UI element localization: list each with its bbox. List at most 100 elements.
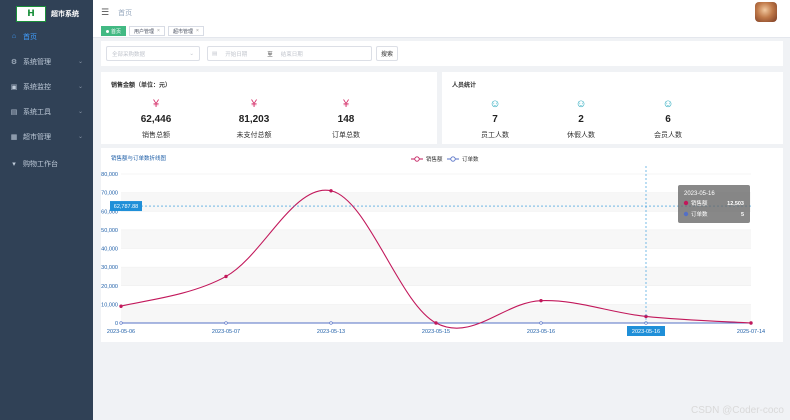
legend-label[interactable]: 销售额 <box>426 155 443 163</box>
data-point-orders[interactable] <box>224 321 228 325</box>
stat-staff-count: ☺ 7 员工人数 <box>455 98 535 140</box>
close-icon[interactable]: × <box>195 28 199 34</box>
stat-label: 会员人数 <box>654 132 682 139</box>
avatar[interactable] <box>755 2 777 22</box>
logo-area[interactable]: H 超市系统 <box>0 0 93 28</box>
tooltip-series-name: 订单数 <box>691 210 708 218</box>
legend-marker[interactable] <box>450 156 456 162</box>
people-card: 人员统计 ☺ 7 员工人数 ☺ 2 休假人数 ☺ 6 会员人数 <box>442 72 783 144</box>
yen-icon: ¥ <box>250 98 258 110</box>
stat-value: 2 <box>578 114 584 125</box>
crosshair-x-badge <box>627 326 665 336</box>
sidebar-item-label: 购物工作台 <box>23 160 58 168</box>
search-button[interactable]: 搜索 <box>376 46 398 61</box>
x-tick-label: 2023-05-07 <box>212 329 240 335</box>
crosshair-x-label: 2023-05-16 <box>632 329 660 335</box>
stat-value: 7 <box>492 114 498 125</box>
line-chart[interactable]: 0 10,000 20,000 30,000 40,000 50,000 60,000 70,… <box>101 148 783 342</box>
home-icon: ⌂ <box>11 33 17 40</box>
sidebar-item-3[interactable]: ▤ 系统工具 ⌄ <box>0 99 93 124</box>
yen-icon: ¥ <box>342 98 350 110</box>
tooltip-marker <box>683 200 689 206</box>
calendar-icon: ▤ <box>212 50 218 57</box>
y-tick-label: 40,000 <box>101 247 118 253</box>
data-type-select[interactable]: 全部采购数据 ⌄ <box>106 46 200 61</box>
y-tick-label: 0 <box>115 321 118 327</box>
stat-label: 订单总数 <box>332 132 360 139</box>
sidebar-item-label: 首页 <box>23 33 37 41</box>
sidebar-item-5[interactable]: ▾ 购物工作台 <box>0 151 93 176</box>
cart-icon: ▾ <box>12 160 16 168</box>
chart-title: 销售额与订单数折线图 <box>111 154 167 162</box>
end-date-input[interactable]: 结束日期 <box>280 51 303 58</box>
tooltip-series-value: 12,503 <box>727 201 744 207</box>
logo-icon: H <box>16 6 46 22</box>
staff-icon: ☺ <box>489 98 501 110</box>
gear-icon: ⚙ <box>10 58 18 66</box>
content-bottom: CSDN @Coder-coco <box>93 342 790 420</box>
tags-view: 首页 用户管理 × 超市管理 × <box>93 25 790 38</box>
stat-value: 148 <box>337 114 355 125</box>
data-point-sales[interactable] <box>119 304 123 308</box>
stat-label: 未支付总额 <box>236 132 272 139</box>
data-point-sales[interactable] <box>749 321 753 325</box>
sidebar-item-label: 系统工具 <box>23 108 51 116</box>
sidebar-item-0[interactable]: ⌂ 首页 <box>0 24 93 49</box>
tag-label: 首页 <box>111 28 122 35</box>
chevron-down-icon: ⌄ <box>77 134 83 140</box>
navbar: ☰ 首页 <box>93 0 790 25</box>
y-tick-label: 20,000 <box>101 284 118 290</box>
data-point-sales[interactable] <box>329 189 333 193</box>
y-tick-label: 80,000 <box>101 172 118 178</box>
data-point-sales[interactable] <box>224 274 228 279</box>
chevron-down-icon: ⌄ <box>77 84 83 90</box>
legend-label[interactable]: 订单数 <box>462 155 479 163</box>
staff-icon: ☺ <box>662 98 674 110</box>
data-point-orders[interactable] <box>329 321 333 325</box>
chevron-down-icon: ⌄ <box>77 59 83 65</box>
crosshair-y-badge <box>110 201 142 212</box>
sidebar-item-4[interactable]: ▦ 超市管理 ⌄ <box>0 124 93 149</box>
app-title: 超市系统 <box>51 11 79 18</box>
y-tick-label: 10,000 <box>101 302 118 308</box>
toolbox-icon: ▤ <box>10 108 18 116</box>
tooltip <box>678 185 750 223</box>
sidebar-item-label: 系统监控 <box>23 83 51 91</box>
grid-band <box>121 267 751 286</box>
stat-value: 6 <box>665 114 671 125</box>
hamburger-menu-icon[interactable]: ☰ <box>101 7 110 17</box>
tag-0[interactable]: 首页 <box>101 26 127 36</box>
grid-band <box>121 304 751 323</box>
chart-card: 0 10,000 20,000 30,000 40,000 50,000 60,000 70,… <box>101 148 783 342</box>
tag-2[interactable]: 超市管理 × <box>167 26 204 36</box>
grid-band <box>121 285 751 305</box>
y-tick-label: 30,000 <box>101 265 118 271</box>
range-separator: 至 <box>267 51 273 58</box>
start-date-input[interactable]: 开始日期 <box>225 51 248 58</box>
stat-leave-count: ☺ 2 休假人数 <box>541 98 621 140</box>
close-icon[interactable]: × <box>157 28 160 34</box>
data-point-sales[interactable] <box>434 321 438 325</box>
search-panel: 全部采购数据 ⌄ ▤ 开始日期 至 结束日期 搜索 <box>101 41 783 66</box>
data-point-orders[interactable] <box>119 321 123 325</box>
staff-icon: ☺ <box>575 98 587 110</box>
legend-marker[interactable] <box>414 156 420 162</box>
breadcrumb[interactable]: 首页 <box>118 9 133 17</box>
grid-band <box>121 192 751 212</box>
sidebar-item-2[interactable]: ▣ 系统监控 ⌄ <box>0 74 93 99</box>
y-tick-label: 70,000 <box>101 191 118 197</box>
x-tick-label: 2023-05-16 <box>527 329 555 335</box>
y-tick-label: 50,000 <box>101 228 118 234</box>
stat-unpaid-total: ¥ 81,203 未支付总额 <box>214 98 294 140</box>
stat-sales-total: ¥ 62,446 销售总额 <box>116 98 196 140</box>
x-tick-label: 2023-05-06 <box>107 329 135 335</box>
yen-icon: ¥ <box>152 98 160 110</box>
date-range-picker[interactable]: ▤ 开始日期 至 结束日期 <box>207 46 372 61</box>
tooltip-series-name: 销售额 <box>691 199 708 207</box>
tag-1[interactable]: 用户管理 × <box>129 26 165 36</box>
x-tick-label: 2023-05-15 <box>422 329 450 335</box>
sidebar-item-1[interactable]: ⚙ 系统管理 ⌄ <box>0 49 93 74</box>
tooltip-title: 2023-05-16 <box>684 191 715 197</box>
data-point-sales[interactable] <box>539 298 543 303</box>
data-point-orders[interactable] <box>539 321 543 325</box>
